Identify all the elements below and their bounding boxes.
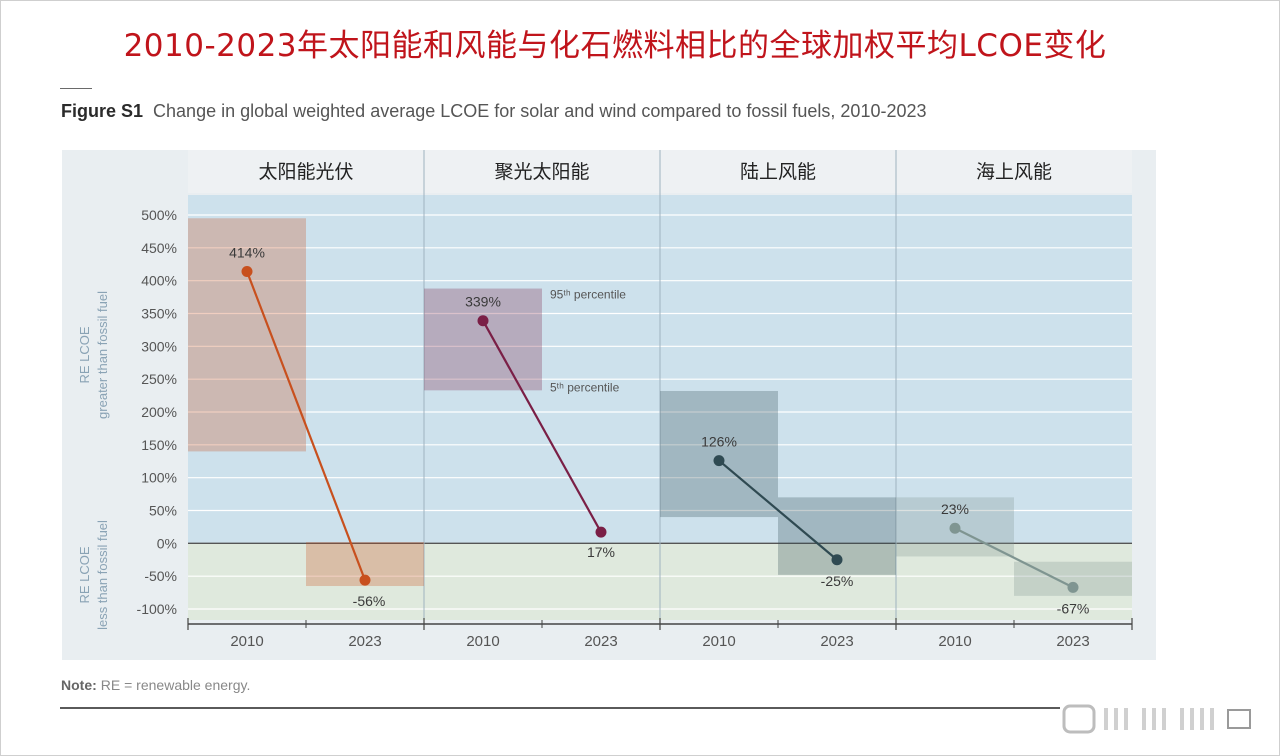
x-tick-label: 2010: [466, 633, 499, 650]
data-point: [477, 315, 489, 327]
bottom-rule: [60, 707, 1060, 709]
y-tick-label: 0%: [157, 535, 177, 551]
annotation-95th-percentile: 95ᵗʰ percentile: [550, 288, 626, 302]
y-axis-label-lower-line-1: RE LCOE: [77, 546, 92, 603]
data-label: 414%: [229, 244, 265, 260]
data-point: [241, 265, 253, 277]
y-axis-label-upper: RE LCOE greater than fossil fuel: [77, 291, 110, 419]
y-tick-label: 350%: [141, 306, 177, 322]
y-axis-label-lower-line-2: less than fossil fuel: [95, 520, 110, 630]
panel-title: 陆上风能: [740, 161, 816, 183]
y-tick-label: 150%: [141, 437, 177, 453]
note-label: Note:: [61, 677, 97, 693]
x-tick-label: 2010: [938, 633, 971, 650]
y-tick-label: 300%: [141, 338, 177, 354]
data-label: -67%: [1057, 600, 1090, 616]
y-axis-label-upper-line-1: RE LCOE: [77, 326, 92, 383]
data-label: -56%: [353, 593, 386, 609]
data-point: [713, 455, 725, 467]
x-tick-label: 2010: [702, 633, 735, 650]
y-tick-label: 200%: [141, 404, 177, 420]
data-label: 17%: [587, 544, 615, 560]
y-tick-label: 100%: [141, 470, 177, 486]
series-line: [482, 320, 602, 533]
series-line: [954, 527, 1074, 589]
percentile-range-box: [660, 390, 778, 518]
figure-label: Figure S1: [61, 101, 144, 121]
series-line: [245, 271, 367, 581]
panel-title: 海上风能: [976, 161, 1052, 183]
note: Note: RE = renewable energy.: [61, 677, 250, 693]
data-label: 339%: [465, 294, 501, 310]
top-rule: [60, 88, 92, 89]
panel-title: 聚光太阳能: [494, 161, 589, 183]
y-tick-label: -100%: [137, 601, 177, 617]
percentile-range-box: [424, 288, 542, 391]
y-tick-label: 400%: [141, 273, 177, 289]
watermark-glyphs: [1062, 704, 1251, 734]
panel-title: 太阳能光伏: [258, 161, 353, 183]
y-tick-label: 500%: [141, 207, 177, 223]
note-text: RE = renewable energy.: [100, 677, 251, 693]
page-title: 2010-2023年太阳能和风能与化石燃料相比的全球加权平均LCOE变化: [123, 28, 1107, 64]
figure-caption: Figure S1 Change in global weighted avera…: [61, 101, 927, 122]
data-point: [595, 526, 607, 538]
data-point: [949, 522, 961, 534]
annotation-5th-percentile: 5ᵗʰ percentile: [550, 380, 620, 394]
x-tick-label: 2023: [584, 633, 617, 650]
series-line: [718, 459, 838, 561]
data-label: 23%: [941, 501, 969, 517]
x-tick-label: 2023: [820, 633, 853, 650]
y-tick-label: -50%: [144, 568, 177, 584]
data-label: -25%: [821, 573, 854, 589]
x-tick-label: 2023: [1056, 633, 1089, 650]
x-tick-label: 2010: [230, 633, 263, 650]
y-tick-label: 450%: [141, 240, 177, 256]
x-tick-label: 2023: [348, 633, 381, 650]
data-point: [1067, 581, 1079, 593]
data-point: [359, 574, 371, 586]
data-label: 126%: [701, 434, 737, 450]
data-point: [831, 554, 843, 566]
figure-caption-text: Change in global weighted average LCOE f…: [153, 101, 927, 121]
y-axis-label-lower: RE LCOE less than fossil fuel: [77, 520, 110, 630]
y-tick-label: 250%: [141, 371, 177, 387]
y-tick-label: 50%: [149, 503, 177, 519]
percentile-range-box: [188, 218, 306, 452]
y-axis-label-upper-line-2: greater than fossil fuel: [95, 291, 110, 419]
